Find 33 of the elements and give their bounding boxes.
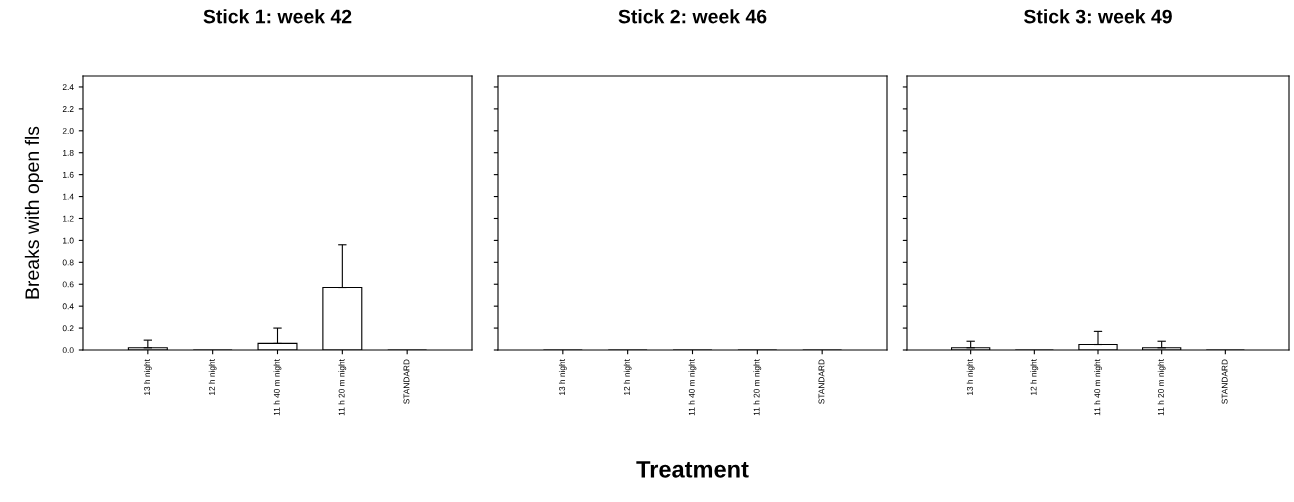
x-tick-label: 12 h night <box>208 359 217 395</box>
y-axis-title: Breaks with open fls <box>24 126 43 299</box>
y-tick-label: 2.2 <box>62 106 74 112</box>
y-tick-label: 1.0 <box>63 237 74 244</box>
y-tick-label: 0.8 <box>62 259 74 266</box>
x-tick-label: STANDARD <box>1221 359 1228 404</box>
y-tick-label: 1.4 <box>63 193 74 200</box>
x-tick-label: 11 h 40 m night <box>273 359 282 416</box>
y-tick-label: 0.6 <box>62 281 74 288</box>
x-tick-label: 13 h night <box>966 359 975 395</box>
y-tick-label: 0.0 <box>62 347 74 354</box>
y-tick-label: 0.4 <box>62 303 74 310</box>
chart-title: Stick 2: week 46 <box>618 9 767 24</box>
x-tick-label: 12 h night <box>1030 359 1039 395</box>
x-tick-label: 11 h 20 m night <box>1157 359 1166 416</box>
y-tick-label: 1.2 <box>63 215 74 222</box>
y-tick-label: 2.4 <box>62 84 74 90</box>
x-tick-label: 11 h 20 m night <box>338 359 347 416</box>
x-tick-label: 11 h 40 m night <box>688 359 697 416</box>
x-tick-label: 12 h night <box>623 359 632 395</box>
chart-title: Stick 1: week 42 <box>203 9 352 24</box>
y-tick-label: 1.8 <box>63 149 74 156</box>
x-tick-label: 13 h night <box>558 359 567 395</box>
y-tick-label: 1.6 <box>63 171 74 178</box>
x-tick-label: 11 h 20 m night <box>753 359 762 416</box>
x-tick-label: 11 h 40 m night <box>1094 359 1102 416</box>
x-axis-title: Treatment <box>636 461 749 478</box>
x-tick-label: 13 h night <box>143 359 152 395</box>
y-tick-label: 2.0 <box>62 128 74 134</box>
x-tick-label: STANDARD <box>403 359 410 404</box>
x-tick-label: STANDARD <box>818 359 825 404</box>
chart-title: Stick 3: week 49 <box>1023 9 1172 24</box>
y-tick-label: 0.2 <box>62 325 74 332</box>
